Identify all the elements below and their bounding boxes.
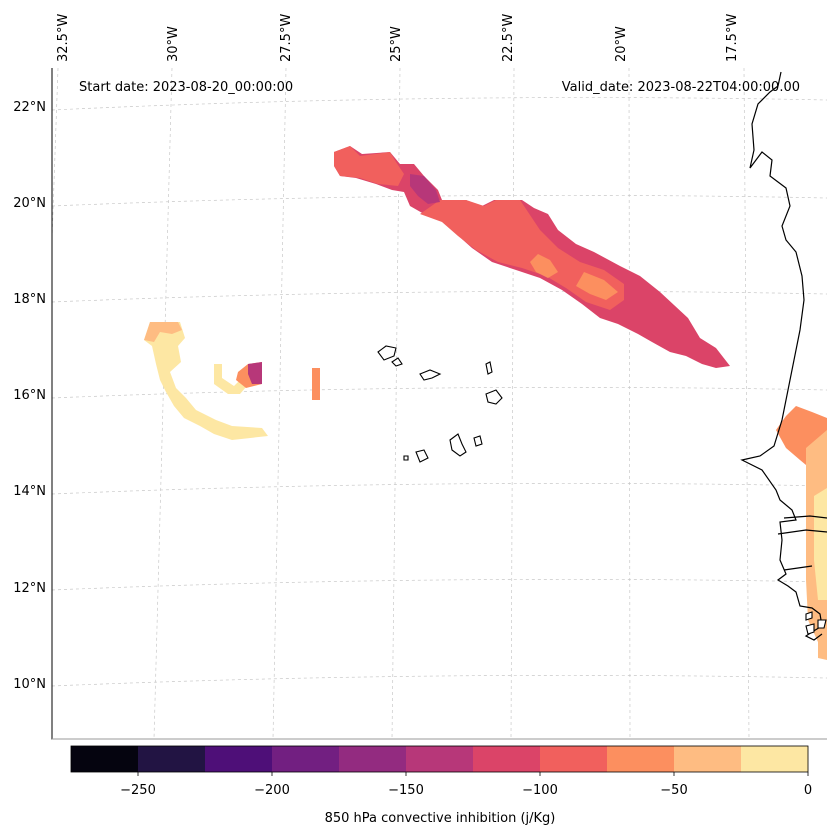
africa-coastline <box>740 71 823 641</box>
island-santo-antao <box>377 345 397 361</box>
colorbar-segment <box>339 746 407 772</box>
island-bijagos-2 <box>805 623 815 635</box>
cin-region-west-edge <box>144 322 182 342</box>
island-maio <box>473 435 483 447</box>
start-date-label: Start date: 2023-08-20_00:00:00 <box>79 80 293 95</box>
island-sao-vicente <box>391 357 403 367</box>
lat-label: 22°N <box>13 100 46 115</box>
lon-label: 32.5°W <box>56 14 71 62</box>
colorbar-tick-label: −250 <box>120 783 156 798</box>
lat-label: 16°N <box>13 388 46 403</box>
lon-label: 30°W <box>166 26 181 62</box>
island-fogo <box>415 449 429 463</box>
island-brava <box>403 455 409 461</box>
island-bijagos-3 <box>817 619 827 629</box>
cin-band-inner <box>334 146 404 186</box>
latitude-labels: 22°N 20°N 18°N 16°N 14°N 12°N 10°N <box>13 100 46 692</box>
colorbar-ticks: −250 −200 −150 −100 −50 0 <box>120 783 812 798</box>
colorbar-segment <box>473 746 541 772</box>
lon-label: 22.5°W <box>501 14 516 62</box>
colorbar-tick-label: −100 <box>522 783 558 798</box>
colorbar-segment <box>607 746 675 772</box>
cin-band-hotspot-2 <box>576 272 618 300</box>
lon-label: 27.5°W <box>279 14 294 62</box>
cin-region-west-small <box>214 364 252 394</box>
cin-region-west <box>144 322 268 440</box>
lat-label: 18°N <box>13 292 46 307</box>
cin-band-hotspot <box>530 254 558 278</box>
colorbar-segment <box>71 746 139 772</box>
colorbar-segment <box>540 746 608 772</box>
lon-label: 25°W <box>389 26 404 62</box>
colorbar <box>70 745 809 776</box>
lon-label: 17.5°W <box>725 14 740 62</box>
island-santiago <box>449 433 467 457</box>
colorbar-segment <box>741 746 809 772</box>
lat-label: 14°N <box>13 484 46 499</box>
cin-band-purple-tip <box>410 174 440 204</box>
colorbar-segment <box>406 746 474 772</box>
longitude-labels: 32.5°W 30°W 27.5°W 25°W 22.5°W 20°W 17.5… <box>56 14 740 62</box>
cin-strip-west <box>312 368 320 400</box>
island-sal <box>485 361 493 375</box>
colorbar-segment <box>674 746 742 772</box>
coastlines <box>377 71 828 641</box>
lat-label: 20°N <box>13 196 46 211</box>
colorbar-segment <box>138 746 206 772</box>
island-sao-nicolau <box>419 369 442 381</box>
lat-label: 12°N <box>13 581 46 596</box>
colorbar-tick-label: 0 <box>804 783 812 798</box>
contour-fills <box>144 146 827 660</box>
lon-label: 20°W <box>614 26 629 62</box>
colorbar-outline <box>70 745 809 773</box>
lat-label: 10°N <box>13 677 46 692</box>
coast-inlet-1 <box>783 515 828 519</box>
valid-date-label: Valid_date: 2023-08-22T04:00:00.00 <box>562 80 800 95</box>
colorbar-segment <box>272 746 340 772</box>
coast-inlet-3 <box>783 565 813 571</box>
colorbar-tick-label: −150 <box>388 783 424 798</box>
colorbar-title: 850 hPa convective inhibition (j/Kg) <box>325 811 556 826</box>
cin-spot-west-core <box>248 362 262 384</box>
cin-region-east-yellow <box>814 488 827 600</box>
colorbar-segment <box>205 746 273 772</box>
island-boa-vista <box>485 389 503 405</box>
cin-band-core <box>420 200 624 310</box>
graticule <box>51 67 828 740</box>
island-bijagos-1 <box>805 611 813 621</box>
map-area <box>52 68 827 739</box>
colorbar-tick-label: −50 <box>660 783 687 798</box>
colorbar-tick-label: −200 <box>254 783 290 798</box>
coast-inlet-2 <box>777 529 828 535</box>
